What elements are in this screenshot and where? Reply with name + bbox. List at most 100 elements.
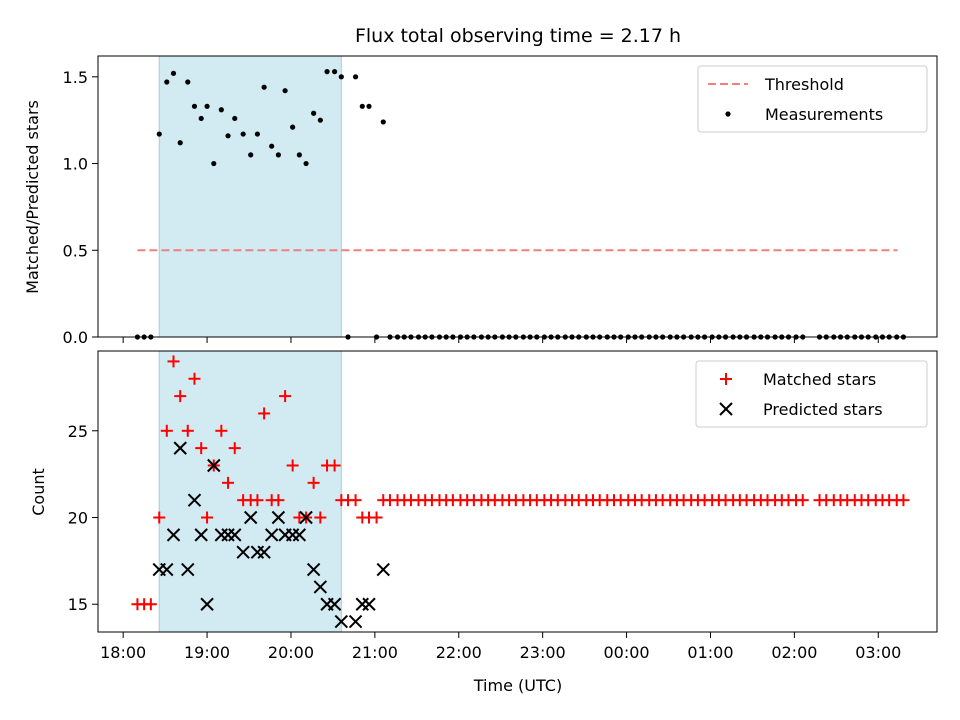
predicted-star-point [236,545,250,559]
measurement-point [240,131,246,137]
predicted-star-point [271,510,286,525]
matched-star-point [314,511,327,524]
matched-legend-label: Matched stars [763,370,876,389]
x-tick-label: 20:00 [268,643,314,662]
measurement-point [303,160,309,167]
measurement-point [380,119,386,125]
observing-band [159,56,342,337]
top-x-tick-marks [122,337,879,343]
predicted-star-point [334,614,349,629]
x-tick-label: 00:00 [604,643,650,662]
y-tick-label: 0.5 [63,241,88,260]
matched-star-point [153,511,166,524]
matched-star-point [188,372,201,385]
matched-legend-swatch [720,373,732,385]
measurement-point [275,152,281,158]
matched-star-point [258,407,271,420]
measurement-point [185,79,191,85]
predicted-star-point [207,458,221,473]
matched-star-point [307,476,320,489]
y-tick-label: 25 [68,422,88,441]
matched-star-point [215,424,228,437]
matched-star-point [201,511,214,524]
x-tick-label: 03:00 [855,643,901,662]
measurement-point [359,103,365,109]
predicted-legend-label: Predicted stars [763,400,883,419]
measurement-point [177,140,183,146]
x-tick-label: 22:00 [436,643,482,662]
x-tick-label: 23:00 [520,643,566,662]
measurement-point [204,103,210,109]
measurement-point [218,107,224,113]
x-tick-label: 18:00 [100,643,146,662]
matched-star-point [370,511,383,524]
matched-star-point [279,390,292,403]
predicted-star-point [200,597,214,611]
measurement-point [338,74,344,80]
predicted-star-point [257,545,271,559]
x-tick-label: 19:00 [184,643,230,662]
matched-star-point [228,442,241,455]
measurement-point [156,131,162,137]
measurement-point [331,69,338,75]
measurements-legend-swatch [725,111,731,117]
predicted-star-point [264,528,279,542]
matched-star-point [160,424,173,437]
measurement-point [232,115,238,122]
measurement-point [211,160,217,167]
measurement-point [261,84,267,90]
predicted-star-point [243,510,258,525]
measurement-point [191,103,198,109]
predicted-star-point [348,614,363,629]
x-axis-label: Time (UTC) [473,676,562,695]
matched-star-point [181,424,194,437]
matched-star-point [222,476,235,489]
top-panel: 0.0 0.5 1.0 1.5 Matched/Predicted stars Thr… [23,55,938,347]
matched-star-point [796,494,809,507]
measurement-point [164,79,170,85]
y-tick-label: 20 [68,509,88,528]
y-tick-label: 0.0 [63,328,88,347]
predicted-star-point [376,562,390,577]
matched-star-point [167,355,180,368]
predicted-star-point [299,510,313,525]
top-observing-band [158,56,342,337]
top-y-axis: 0.0 0.5 1.0 1.5 [63,68,98,347]
bottom-y-axis: 15 20 25 [68,422,98,614]
predicted-star-point [306,562,321,577]
predicted-star-point [228,528,242,542]
measurement-point [296,152,302,158]
predicted-star-point [160,562,174,577]
top-legend-box [697,65,928,133]
x-tick-label: 02:00 [771,643,817,662]
threshold-legend-label: Threshold [764,75,844,94]
matched-star-point [349,494,362,507]
matched-star-point [195,442,208,455]
measurement-point [324,69,330,75]
bottom-data-layer [131,355,910,629]
predicted-star-point [327,597,342,611]
matched-star-point [897,494,910,507]
measurement-point [317,117,323,123]
measurement-point [290,124,296,130]
measurement-point [225,133,231,139]
measurement-point [352,74,359,80]
bottom-panel: 15 20 25 18:00 19:00 20:00 21:00 22:00 23:00 00:… [29,350,938,695]
matched-star-point [328,459,341,472]
y-tick-label: 1.5 [63,68,88,87]
predicted-star-point [362,597,376,611]
bottom-axes-frame [97,350,938,633]
predicted-star-point [292,528,307,542]
measurement-point [282,88,288,94]
measurement-point [170,70,177,76]
measurement-point [198,115,204,122]
predicted-star-point [187,493,202,507]
matched-star-point [144,598,157,611]
predicted-star-point [166,528,181,542]
measurement-point [311,110,317,116]
bottom-y-axis-label: Count [29,468,48,516]
measurement-point [254,131,261,137]
bottom-legend-box [695,360,928,428]
top-y-axis-label: Matched/Predicted stars [23,100,42,294]
chart-title: Flux total observing time = 2.17 h [355,25,681,47]
